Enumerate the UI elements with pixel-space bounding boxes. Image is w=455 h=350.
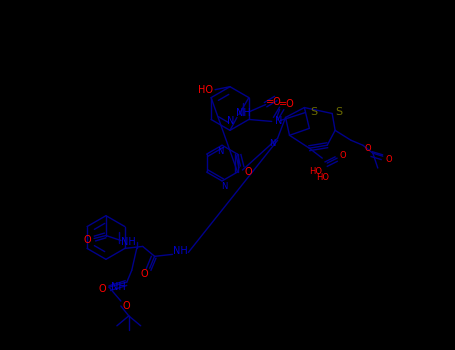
Text: N: N <box>269 139 276 148</box>
Text: O: O <box>245 167 252 177</box>
Text: N: N <box>217 147 223 156</box>
Text: O: O <box>364 144 371 153</box>
Text: S: S <box>310 106 317 117</box>
Text: S: S <box>335 106 343 117</box>
Text: O: O <box>141 269 148 279</box>
Text: O: O <box>340 150 346 160</box>
Text: HO: HO <box>197 85 212 95</box>
Text: N: N <box>228 117 235 126</box>
Text: O: O <box>98 284 106 294</box>
Text: N: N <box>221 182 227 191</box>
Text: NH: NH <box>121 237 136 247</box>
Text: HO: HO <box>316 174 329 182</box>
Text: N: N <box>275 117 283 126</box>
Text: HO: HO <box>309 167 322 176</box>
Text: =O: =O <box>266 97 282 107</box>
Text: O: O <box>385 155 392 164</box>
Text: =O: =O <box>279 99 294 108</box>
Text: O: O <box>83 236 91 245</box>
Text: NH: NH <box>237 107 251 118</box>
Text: O: O <box>122 301 130 311</box>
Text: NH: NH <box>111 282 126 292</box>
Text: NH: NH <box>173 246 188 257</box>
